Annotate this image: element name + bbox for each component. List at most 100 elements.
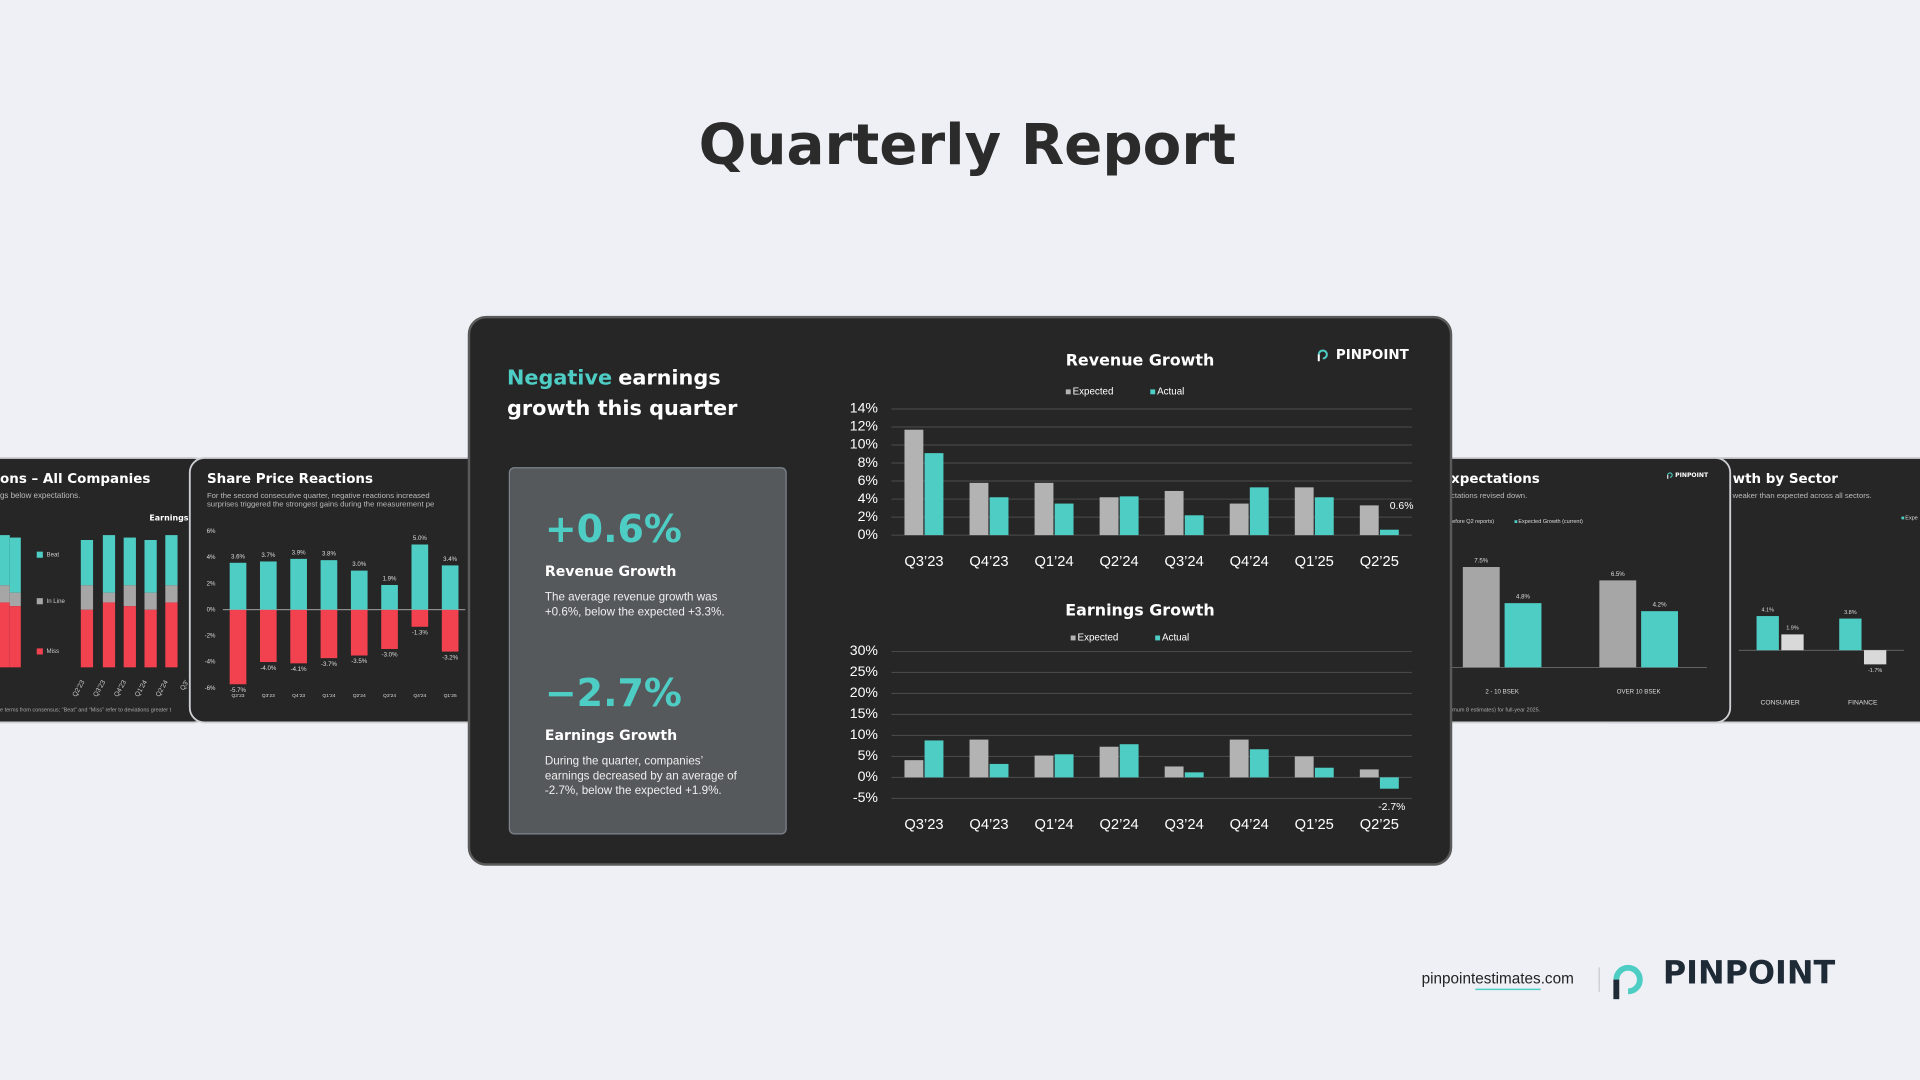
x-tick-label: Q2’24 bbox=[1100, 817, 1139, 833]
bar bbox=[1294, 756, 1314, 778]
y-tick-label: 10% bbox=[850, 726, 879, 742]
bar bbox=[381, 609, 398, 649]
decor-bar bbox=[123, 606, 136, 668]
x-tick-label: Q4’23 bbox=[969, 554, 1008, 570]
decor-bar bbox=[102, 592, 116, 603]
legend-swatch bbox=[1514, 520, 1518, 524]
headline-highlight: Negative bbox=[507, 365, 612, 389]
decor-bar bbox=[102, 602, 116, 668]
x-tick-label: Q1’25 bbox=[1295, 817, 1334, 833]
bar bbox=[411, 544, 429, 610]
headline: growth this quarter bbox=[507, 396, 738, 420]
stat-text: +0.6%, below the expected +3.3%. bbox=[545, 605, 725, 618]
value-label: 6.5% bbox=[1611, 571, 1625, 578]
bar bbox=[989, 497, 1009, 536]
value-label: 0.6% bbox=[1390, 501, 1414, 512]
x-tick-label: Q4’23 bbox=[969, 817, 1008, 833]
footer: pinpointestimates.com PINPOINT bbox=[1422, 954, 1836, 1000]
stat-label: Revenue Growth bbox=[545, 564, 677, 580]
slide-left[interactable]: ons – All Companies gs below expectations… bbox=[0, 457, 210, 724]
bar bbox=[441, 565, 459, 610]
bar bbox=[1756, 616, 1779, 651]
decor-bar bbox=[165, 585, 178, 603]
bar bbox=[1184, 515, 1204, 536]
footer-link[interactable]: pinpointestimates.com bbox=[1422, 971, 1574, 988]
bar bbox=[1294, 487, 1314, 536]
stat-value: +0.6% bbox=[545, 507, 682, 551]
bar bbox=[1184, 772, 1204, 778]
headline-text: earnings bbox=[618, 365, 720, 389]
x-tick-label: Q1’24 bbox=[1034, 817, 1073, 833]
x-tick-label: Q4’24 bbox=[413, 693, 426, 699]
legend-swatch bbox=[36, 598, 43, 605]
x-tick-label: Q3’23 bbox=[262, 693, 275, 699]
bar bbox=[1599, 580, 1637, 668]
value-label: -3.7% bbox=[321, 661, 338, 668]
bar bbox=[381, 584, 398, 610]
bar bbox=[1119, 744, 1139, 778]
x-tick-label: Q3’24 bbox=[1165, 817, 1204, 833]
legend-swatch bbox=[1070, 635, 1076, 641]
bar bbox=[1119, 496, 1139, 536]
bar bbox=[1504, 603, 1542, 668]
value-label: -3.0% bbox=[382, 652, 399, 659]
bar bbox=[969, 482, 989, 536]
decor-bar bbox=[165, 535, 178, 586]
bar bbox=[320, 609, 338, 659]
url-part: estimates bbox=[1475, 971, 1541, 988]
footnote: imum 8 estimates) for full-year 2025. bbox=[1451, 708, 1541, 714]
decor-bar bbox=[80, 609, 94, 668]
url-part: .com bbox=[1541, 971, 1574, 988]
x-tick-label: OVER 10 BSEK bbox=[1617, 688, 1661, 695]
y-tick-label: 12% bbox=[850, 418, 879, 434]
y-tick-label: 6% bbox=[858, 472, 879, 488]
value-label: 3.9% bbox=[292, 549, 306, 556]
legend-label: Expected bbox=[1073, 386, 1114, 397]
bar bbox=[441, 609, 459, 652]
value-label: -3.5% bbox=[351, 658, 368, 665]
value-label: -4.1% bbox=[291, 666, 308, 673]
value-label: 1.9% bbox=[383, 575, 397, 582]
value-label: -1.7% bbox=[1868, 668, 1882, 674]
legend-label: Actual bbox=[1162, 633, 1189, 644]
bar bbox=[1249, 749, 1269, 778]
value-label: 4.8% bbox=[1516, 594, 1530, 601]
bar bbox=[1229, 503, 1249, 536]
y-tick-label: 4% bbox=[858, 490, 879, 506]
x-tick-label: 2 - 10 BSEK bbox=[1485, 688, 1519, 695]
chart-subtitle: weaker than expected across all sectors. bbox=[1732, 491, 1872, 500]
x-tick-label: CONSUMER bbox=[1761, 700, 1800, 707]
y-tick-label: 0% bbox=[858, 768, 879, 784]
decor-bar bbox=[80, 540, 94, 586]
bar bbox=[1359, 505, 1379, 536]
bar bbox=[1229, 739, 1249, 778]
chart-title: Earnings Growth bbox=[1065, 601, 1214, 620]
bar bbox=[969, 739, 989, 778]
legend-label: Expected Growth (current) bbox=[1518, 519, 1583, 525]
legend-swatch bbox=[36, 551, 43, 558]
bar bbox=[229, 609, 247, 685]
x-tick-label: Q1’24 bbox=[1034, 554, 1073, 570]
decor-bar bbox=[0, 585, 10, 603]
brand-name: PINPOINT bbox=[1663, 954, 1836, 992]
legend-label: Miss bbox=[47, 648, 60, 655]
bar bbox=[259, 561, 277, 610]
chart-subtitle: For the second consecutive quarter, nega… bbox=[207, 491, 430, 500]
logo-icon bbox=[1317, 349, 1328, 360]
value-label: 3.8% bbox=[322, 551, 336, 558]
bar bbox=[1462, 567, 1500, 668]
decor-bar bbox=[0, 602, 10, 668]
x-tick-label: Q3’24 bbox=[383, 693, 396, 699]
chart-label: Earnings bbox=[149, 513, 188, 522]
y-tick-label: -4% bbox=[205, 659, 216, 666]
bar bbox=[320, 560, 338, 610]
legend-swatch bbox=[1065, 389, 1071, 395]
bar bbox=[350, 609, 368, 656]
decor-bar bbox=[144, 540, 157, 593]
bar bbox=[1034, 755, 1054, 778]
decor-bar bbox=[9, 592, 21, 607]
slide-subtitle: gs below expectations. bbox=[0, 491, 80, 500]
y-tick-label: 0% bbox=[858, 526, 879, 542]
stat-text: The average revenue growth was bbox=[545, 591, 718, 604]
